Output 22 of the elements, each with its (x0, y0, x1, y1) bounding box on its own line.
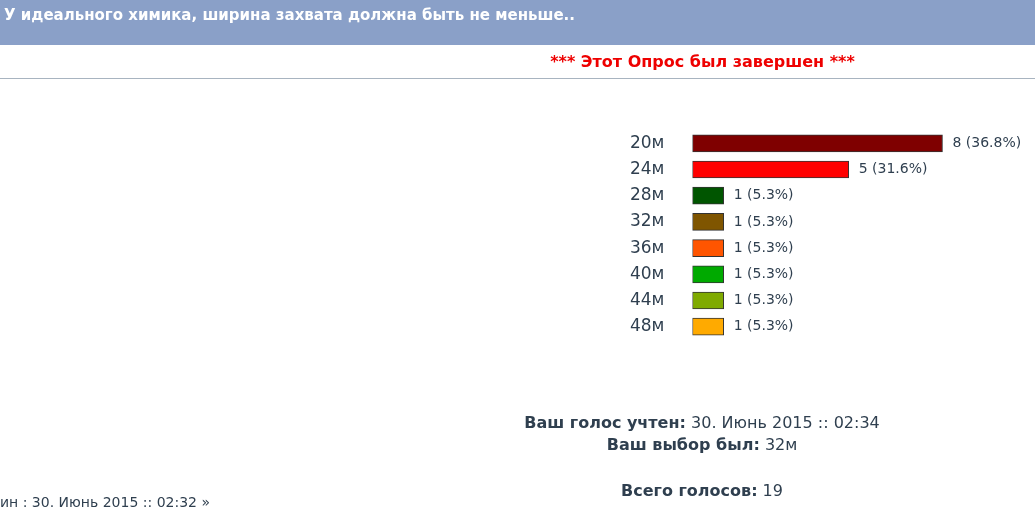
y-tick-label: 32м (629, 210, 665, 231)
text: Всего голосов: 19 (621, 481, 783, 500)
text: У идеального химика, ширина захвата должна быть не меньше.. (0, 0, 1035, 45)
data-label: 5 (31.6%) (858, 160, 928, 177)
y-tick-label: 28м (629, 184, 665, 205)
data-label: 1 (5.3%) (733, 238, 794, 255)
text: Ваш голос учтен: 30. Июнь 2015 :: 02:34 (524, 413, 880, 432)
y-tick-label: 20м (629, 131, 665, 152)
data-label: 1 (5.3%) (733, 317, 794, 334)
text: Ваш выбор был: 32м (606, 435, 798, 454)
chart-subtitle: *** Этот Опрос был завершен *** (0, 45, 1035, 79)
y-tick-label: 24м (629, 157, 665, 178)
data-label: 1 (5.3%) (733, 212, 794, 229)
y-tick-label: 48м (629, 315, 665, 336)
y-tick-label: 44м (629, 288, 665, 309)
data-label: 8 (36.8%) (952, 133, 1022, 150)
data-label: 1 (5.3%) (733, 264, 794, 281)
data-label: 1 (5.3%) (733, 186, 794, 203)
y-tick-label: 36м (629, 236, 665, 257)
y-tick-label: 40м (629, 262, 665, 283)
text: ин : 30. Июнь 2015 :: 02:32 » (0, 494, 211, 510)
data-label: 1 (5.3%) (733, 291, 794, 308)
